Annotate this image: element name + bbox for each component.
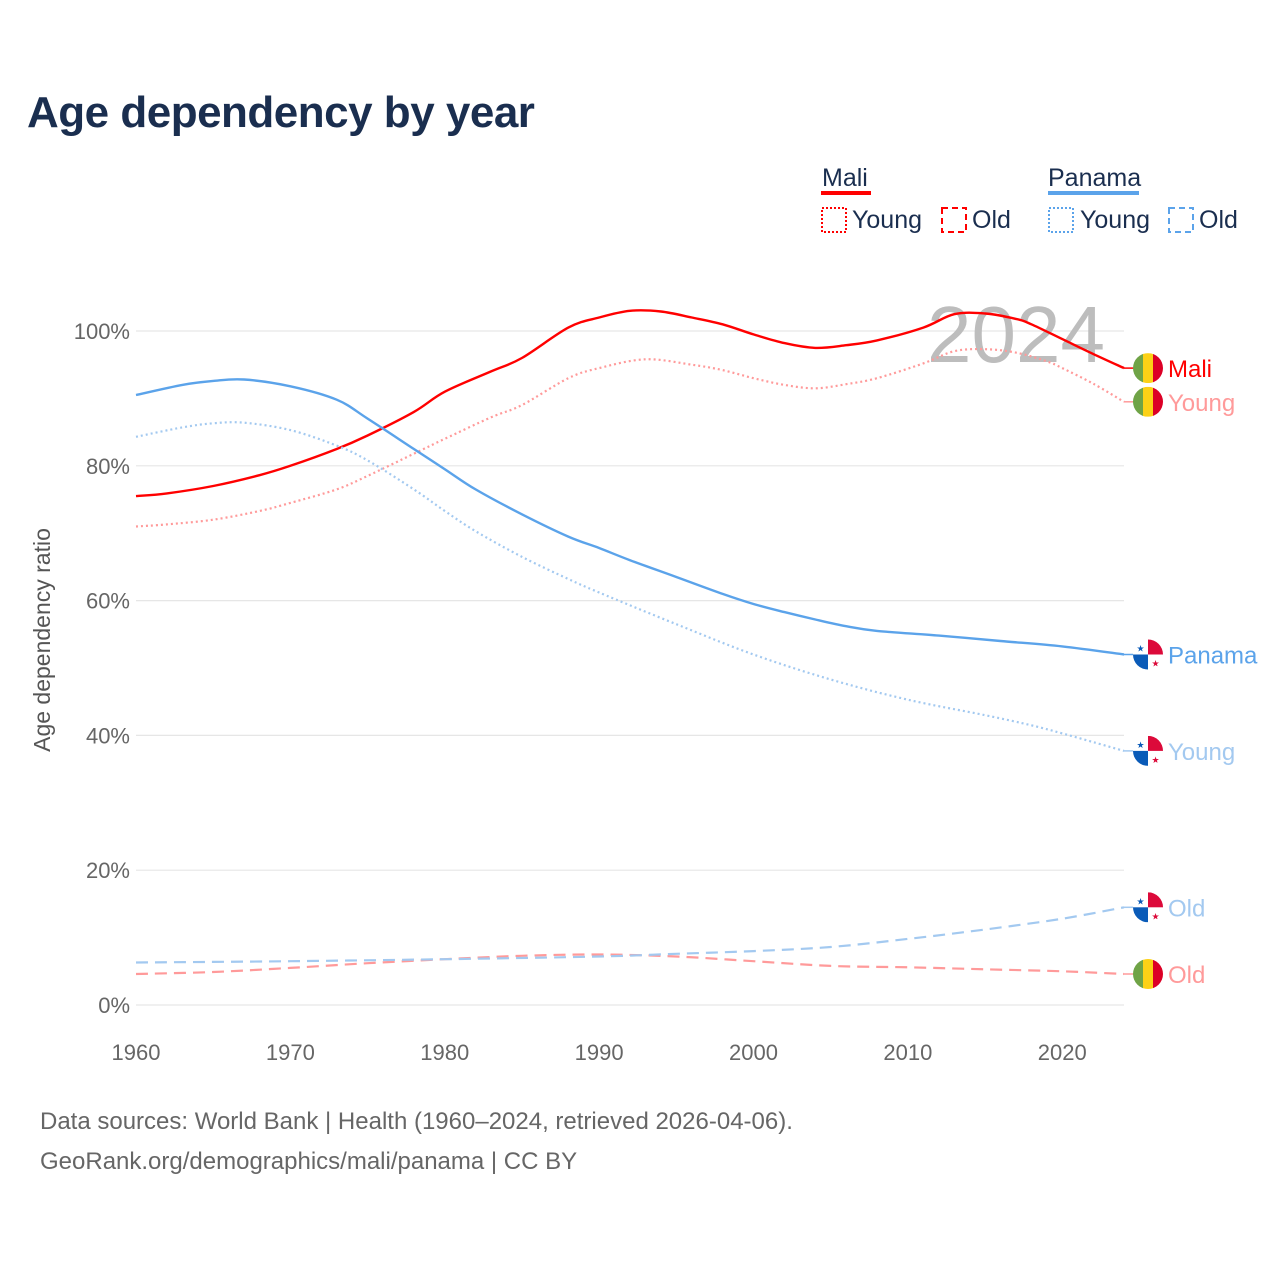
panama-flag-icon: ★★ [1133, 639, 1163, 670]
svg-text:★: ★ [1136, 896, 1144, 906]
legend: Mali Young Old Panama Young Old [821, 164, 1238, 234]
legend-group-mali: Mali [822, 164, 868, 192]
y-tick-label: 20% [86, 858, 130, 883]
x-tick-label: 1980 [420, 1040, 469, 1065]
y-axis-label: Age dependency ratio [29, 528, 55, 752]
year-watermark: 2024 [927, 290, 1105, 379]
end-label: Panama [1168, 643, 1258, 670]
source-line-1: Data sources: World Bank | Health (1960–… [40, 1108, 793, 1135]
y-tick-label: 60% [86, 589, 130, 614]
svg-text:★: ★ [1151, 659, 1159, 669]
legend-mali-young-swatch [821, 207, 847, 233]
legend-panama-young-swatch [1048, 207, 1074, 233]
end-label: Young [1168, 390, 1235, 417]
panama-flag-icon: ★★ [1133, 892, 1163, 923]
y-tick-label: 80% [86, 454, 130, 479]
x-tick-label: 2020 [1038, 1040, 1087, 1065]
legend-panama-old-label: Old [1199, 206, 1238, 234]
source-line-2: GeoRank.org/demographics/mali/panama | C… [40, 1148, 578, 1175]
svg-text:★: ★ [1151, 911, 1159, 921]
legend-mali-old-label: Old [972, 206, 1011, 234]
y-tick-label: 100% [74, 319, 130, 344]
chart-title: Age dependency by year [27, 88, 535, 137]
series-line-panama-old [135, 906, 1125, 964]
series-line-mali-old [135, 953, 1125, 976]
legend-mali-young-label: Young [852, 206, 922, 234]
x-tick-label: 1990 [575, 1040, 624, 1065]
end-label: Young [1168, 739, 1235, 766]
end-label: Mali [1168, 356, 1212, 383]
x-tick-label: 1960 [112, 1040, 161, 1065]
svg-text:★: ★ [1136, 644, 1144, 654]
legend-group-panama: Panama [1048, 164, 1141, 192]
x-tick-label: 1970 [266, 1040, 315, 1065]
legend-panama-young-label: Young [1080, 206, 1150, 234]
series-line-panama-young [135, 421, 1125, 752]
mali-flag-icon [1133, 353, 1163, 384]
svg-text:★: ★ [1151, 755, 1159, 765]
mali-flag-icon [1133, 386, 1163, 417]
x-tick-label: 2010 [883, 1040, 932, 1065]
panama-flag-icon: ★★ [1133, 735, 1163, 766]
series-line-mali-young [135, 347, 1125, 528]
series-line-mali [135, 309, 1125, 498]
end-label: Old [1168, 962, 1205, 989]
end-label: Old [1168, 895, 1205, 922]
y-tick-label: 40% [86, 723, 130, 748]
series-line-panama [135, 378, 1125, 656]
y-tick-label: 0% [98, 993, 130, 1018]
svg-text:★: ★ [1136, 740, 1144, 750]
legend-mali-old-swatch [941, 207, 967, 233]
mali-flag-icon [1133, 959, 1163, 989]
x-tick-label: 2000 [729, 1040, 778, 1065]
legend-panama-old-swatch [1168, 207, 1194, 233]
